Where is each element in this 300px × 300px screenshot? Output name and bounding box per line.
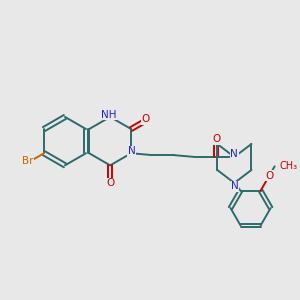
Text: NH: NH — [101, 110, 116, 120]
Text: N: N — [231, 182, 239, 191]
Text: N: N — [230, 149, 238, 159]
Text: O: O — [141, 114, 149, 124]
Text: Br: Br — [22, 156, 33, 167]
Text: CH₃: CH₃ — [279, 161, 297, 171]
Text: N: N — [128, 146, 136, 156]
Text: O: O — [106, 178, 114, 188]
Text: O: O — [266, 170, 274, 181]
Text: O: O — [212, 134, 220, 144]
